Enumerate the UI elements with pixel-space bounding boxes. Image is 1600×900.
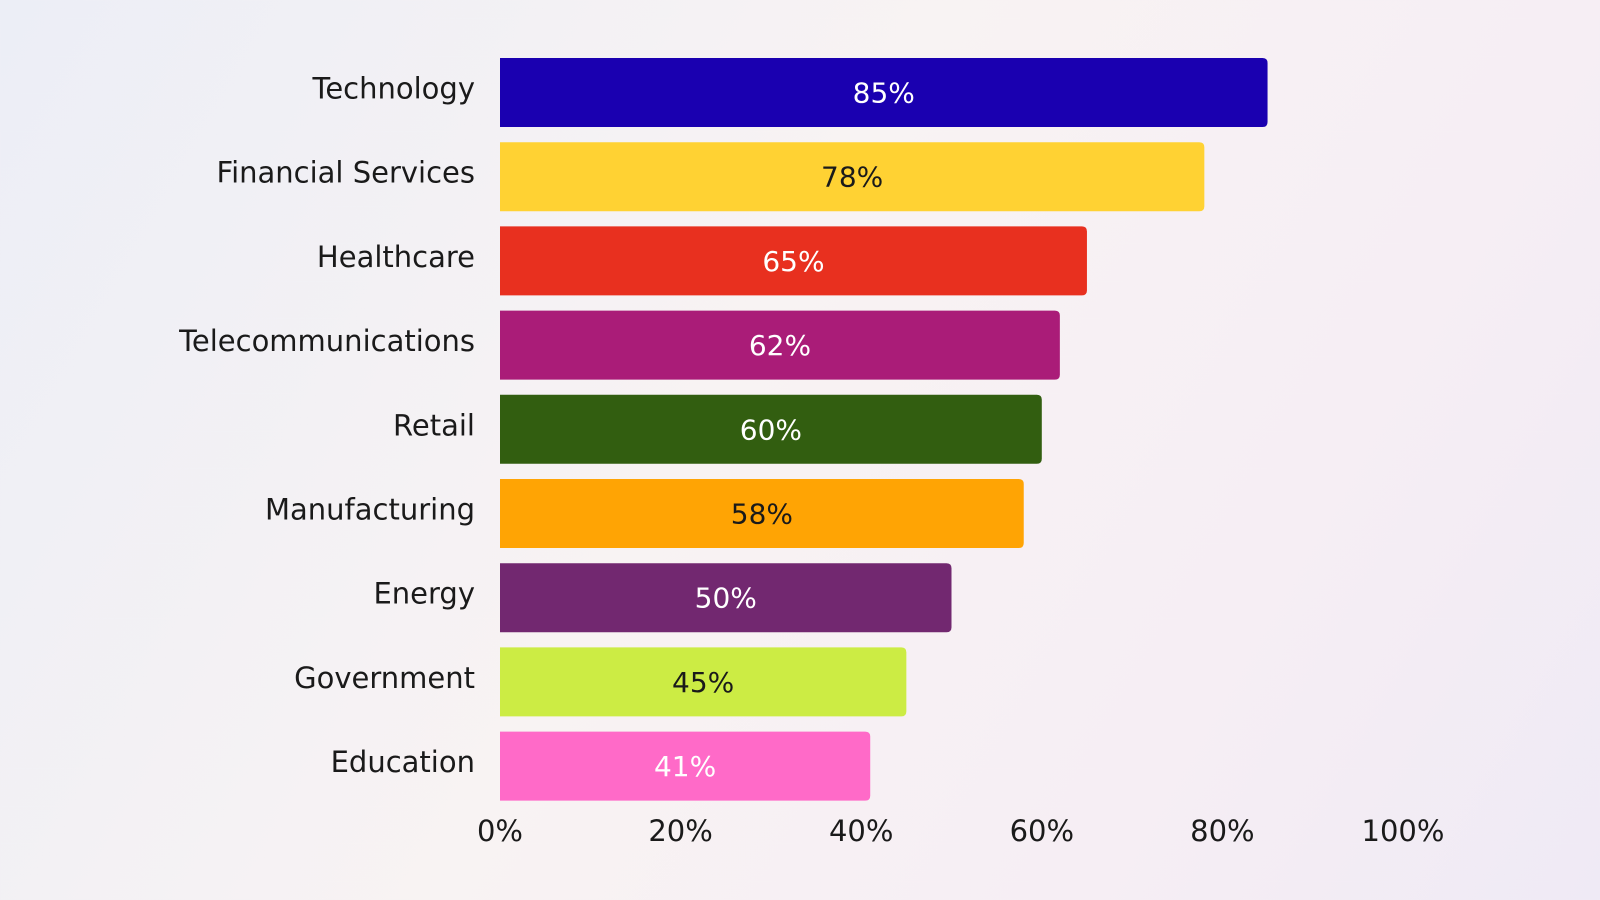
- x-tick-label: 80%: [1190, 814, 1254, 848]
- data-label: 78%: [821, 161, 883, 194]
- data-label: 50%: [695, 582, 757, 615]
- y-tick-label: Manufacturing: [265, 493, 475, 527]
- bar: [500, 563, 952, 633]
- data-label: 60%: [740, 413, 802, 446]
- bar: [500, 647, 907, 717]
- bar: [500, 731, 871, 801]
- y-tick-label: Healthcare: [317, 240, 475, 274]
- x-tick-label: 40%: [829, 814, 893, 848]
- y-tick-label: Energy: [373, 577, 475, 611]
- x-tick-label: 60%: [1010, 814, 1074, 848]
- x-tick-label: 0%: [477, 814, 523, 848]
- x-tick-label: 100%: [1362, 814, 1445, 848]
- data-label: 62%: [749, 329, 811, 362]
- y-tick-label: Retail: [393, 408, 475, 442]
- bar: [500, 226, 1087, 296]
- y-tick-label: Education: [331, 745, 475, 779]
- x-tick-label: 20%: [648, 814, 712, 848]
- data-label: 41%: [654, 750, 716, 783]
- bar: [500, 479, 1024, 548]
- y-tick-label: Government: [294, 661, 475, 695]
- bar: [500, 310, 1060, 380]
- data-label: 58%: [731, 498, 793, 531]
- y-tick-label: Financial Services: [217, 156, 476, 190]
- data-label: 85%: [853, 77, 915, 110]
- y-tick-label: Telecommunications: [178, 324, 475, 358]
- y-tick-label: Technology: [312, 72, 475, 106]
- data-label: 45%: [672, 666, 734, 699]
- bar: [500, 142, 1205, 212]
- bar: [500, 58, 1268, 127]
- bar: [500, 394, 1042, 464]
- data-label: 65%: [762, 245, 824, 278]
